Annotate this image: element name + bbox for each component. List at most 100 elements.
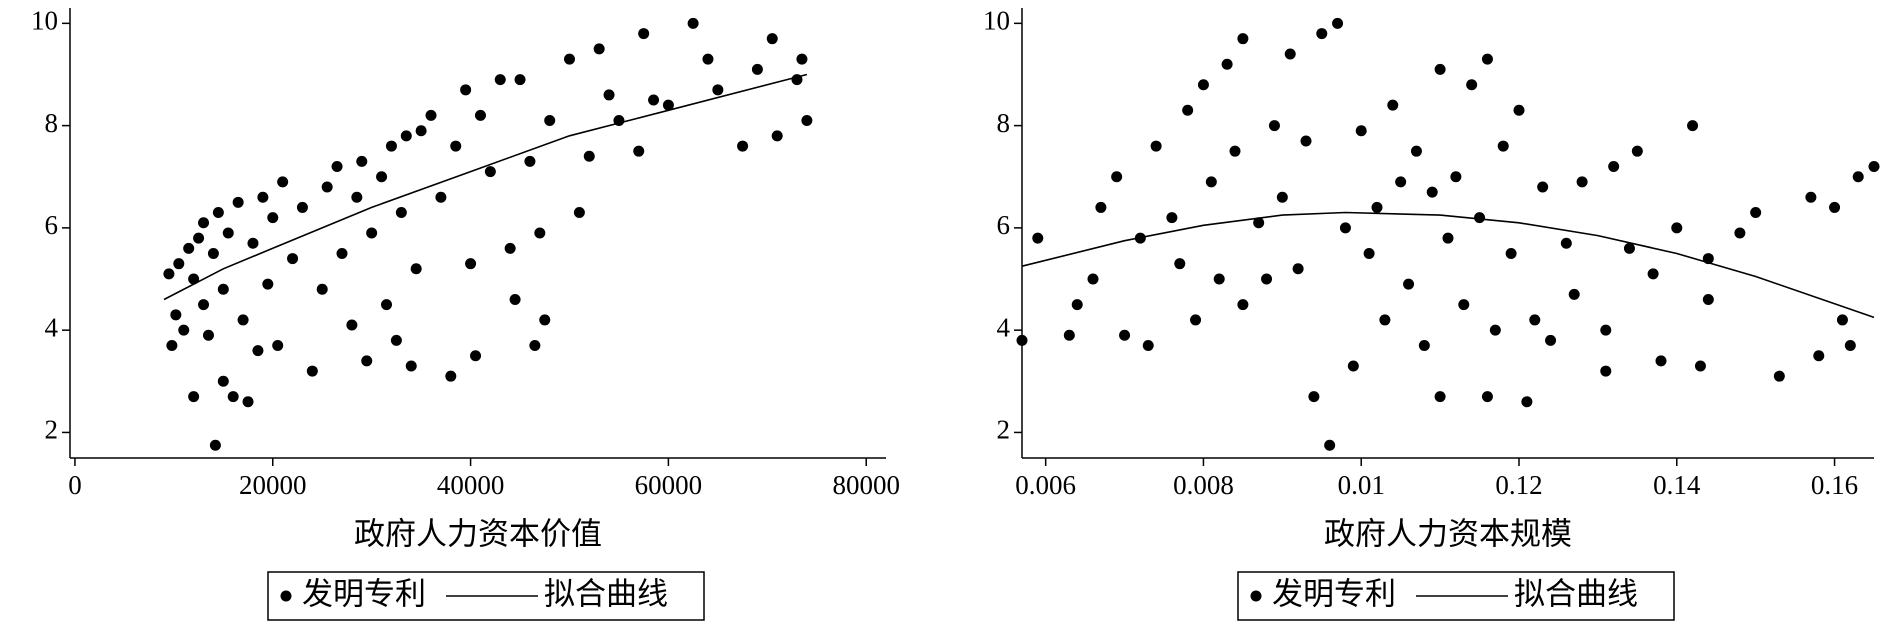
point: [504, 242, 516, 254]
point: [222, 227, 234, 239]
point: [395, 207, 407, 219]
point: [801, 115, 813, 126]
point: [366, 227, 378, 239]
point: [484, 166, 496, 178]
point: [474, 109, 486, 121]
point: [1071, 299, 1083, 311]
point: [400, 130, 412, 142]
point: [1016, 334, 1028, 346]
point: [1395, 176, 1407, 188]
point: [1694, 360, 1706, 372]
point: [1182, 104, 1194, 116]
point: [1095, 201, 1107, 213]
point: [529, 340, 541, 351]
point: [376, 171, 388, 183]
legend-marker: [280, 590, 292, 602]
point: [1529, 314, 1541, 326]
point: [252, 345, 264, 357]
point: [212, 207, 224, 219]
point: [460, 84, 472, 96]
x-tick-label: 0: [68, 470, 82, 500]
point: [1631, 145, 1643, 157]
point: [435, 191, 447, 203]
point: [1237, 33, 1249, 45]
point: [1434, 391, 1446, 403]
point: [1600, 365, 1612, 377]
point: [1410, 145, 1422, 157]
point: [1608, 161, 1620, 173]
point: [1474, 212, 1486, 224]
point: [766, 33, 778, 45]
point: [1205, 176, 1217, 188]
point: [331, 161, 343, 173]
x-tick-label: 80000: [832, 470, 900, 500]
point: [603, 89, 615, 101]
point: [257, 191, 269, 203]
point: [1166, 212, 1178, 224]
point: [445, 370, 457, 382]
point: [1284, 48, 1296, 60]
legend-label: 拟合曲线: [1514, 577, 1638, 613]
point: [170, 309, 182, 321]
point: [183, 242, 195, 254]
point: [1213, 273, 1225, 285]
legend-box: [267, 571, 705, 621]
point: [1142, 340, 1154, 351]
point: [633, 145, 645, 157]
point: [1300, 135, 1312, 147]
point: [583, 150, 595, 162]
point: [1197, 79, 1209, 91]
x-tick-label: 0.16: [1811, 470, 1858, 500]
point: [1576, 176, 1588, 188]
point: [415, 125, 427, 137]
point: [1174, 258, 1186, 270]
point: [539, 314, 551, 326]
x-tick-label: 20000: [239, 470, 307, 500]
point: [321, 181, 333, 193]
point: [534, 227, 546, 239]
legend-box: [1237, 571, 1675, 621]
point: [1292, 263, 1304, 275]
point: [410, 263, 422, 275]
point: [524, 155, 536, 167]
point: [1276, 191, 1288, 203]
point: [1032, 232, 1044, 244]
point: [1119, 329, 1131, 341]
point: [1221, 58, 1233, 70]
point: [1521, 396, 1533, 408]
y-tick-label: 2: [997, 415, 1011, 445]
point: [1355, 125, 1367, 137]
point: [1481, 53, 1493, 65]
point: [544, 115, 556, 126]
point: [1836, 314, 1848, 326]
x-axis-title: 政府人力资本价值: [354, 517, 602, 553]
point: [1497, 140, 1509, 152]
point: [1458, 299, 1470, 311]
point: [1655, 355, 1667, 367]
point: [662, 99, 674, 111]
point: [227, 391, 239, 403]
x-tick-label: 40000: [437, 470, 505, 500]
point: [771, 130, 783, 142]
point: [1537, 181, 1549, 193]
point: [1339, 222, 1351, 234]
point: [1852, 171, 1864, 183]
point: [1466, 79, 1478, 91]
point: [232, 196, 244, 208]
point: [1623, 242, 1635, 254]
point: [1868, 161, 1880, 173]
point: [1734, 227, 1746, 239]
point: [242, 396, 254, 408]
point: [1268, 120, 1280, 132]
point: [573, 207, 585, 219]
point: [509, 293, 521, 305]
y-tick-label: 4: [997, 312, 1011, 342]
point: [1805, 191, 1817, 203]
point: [1489, 324, 1501, 336]
point: [209, 439, 221, 451]
point: [1434, 63, 1446, 75]
point: [173, 258, 185, 270]
point: [178, 324, 190, 336]
point: [1773, 370, 1785, 382]
legend-label: 拟合曲线: [544, 577, 668, 613]
